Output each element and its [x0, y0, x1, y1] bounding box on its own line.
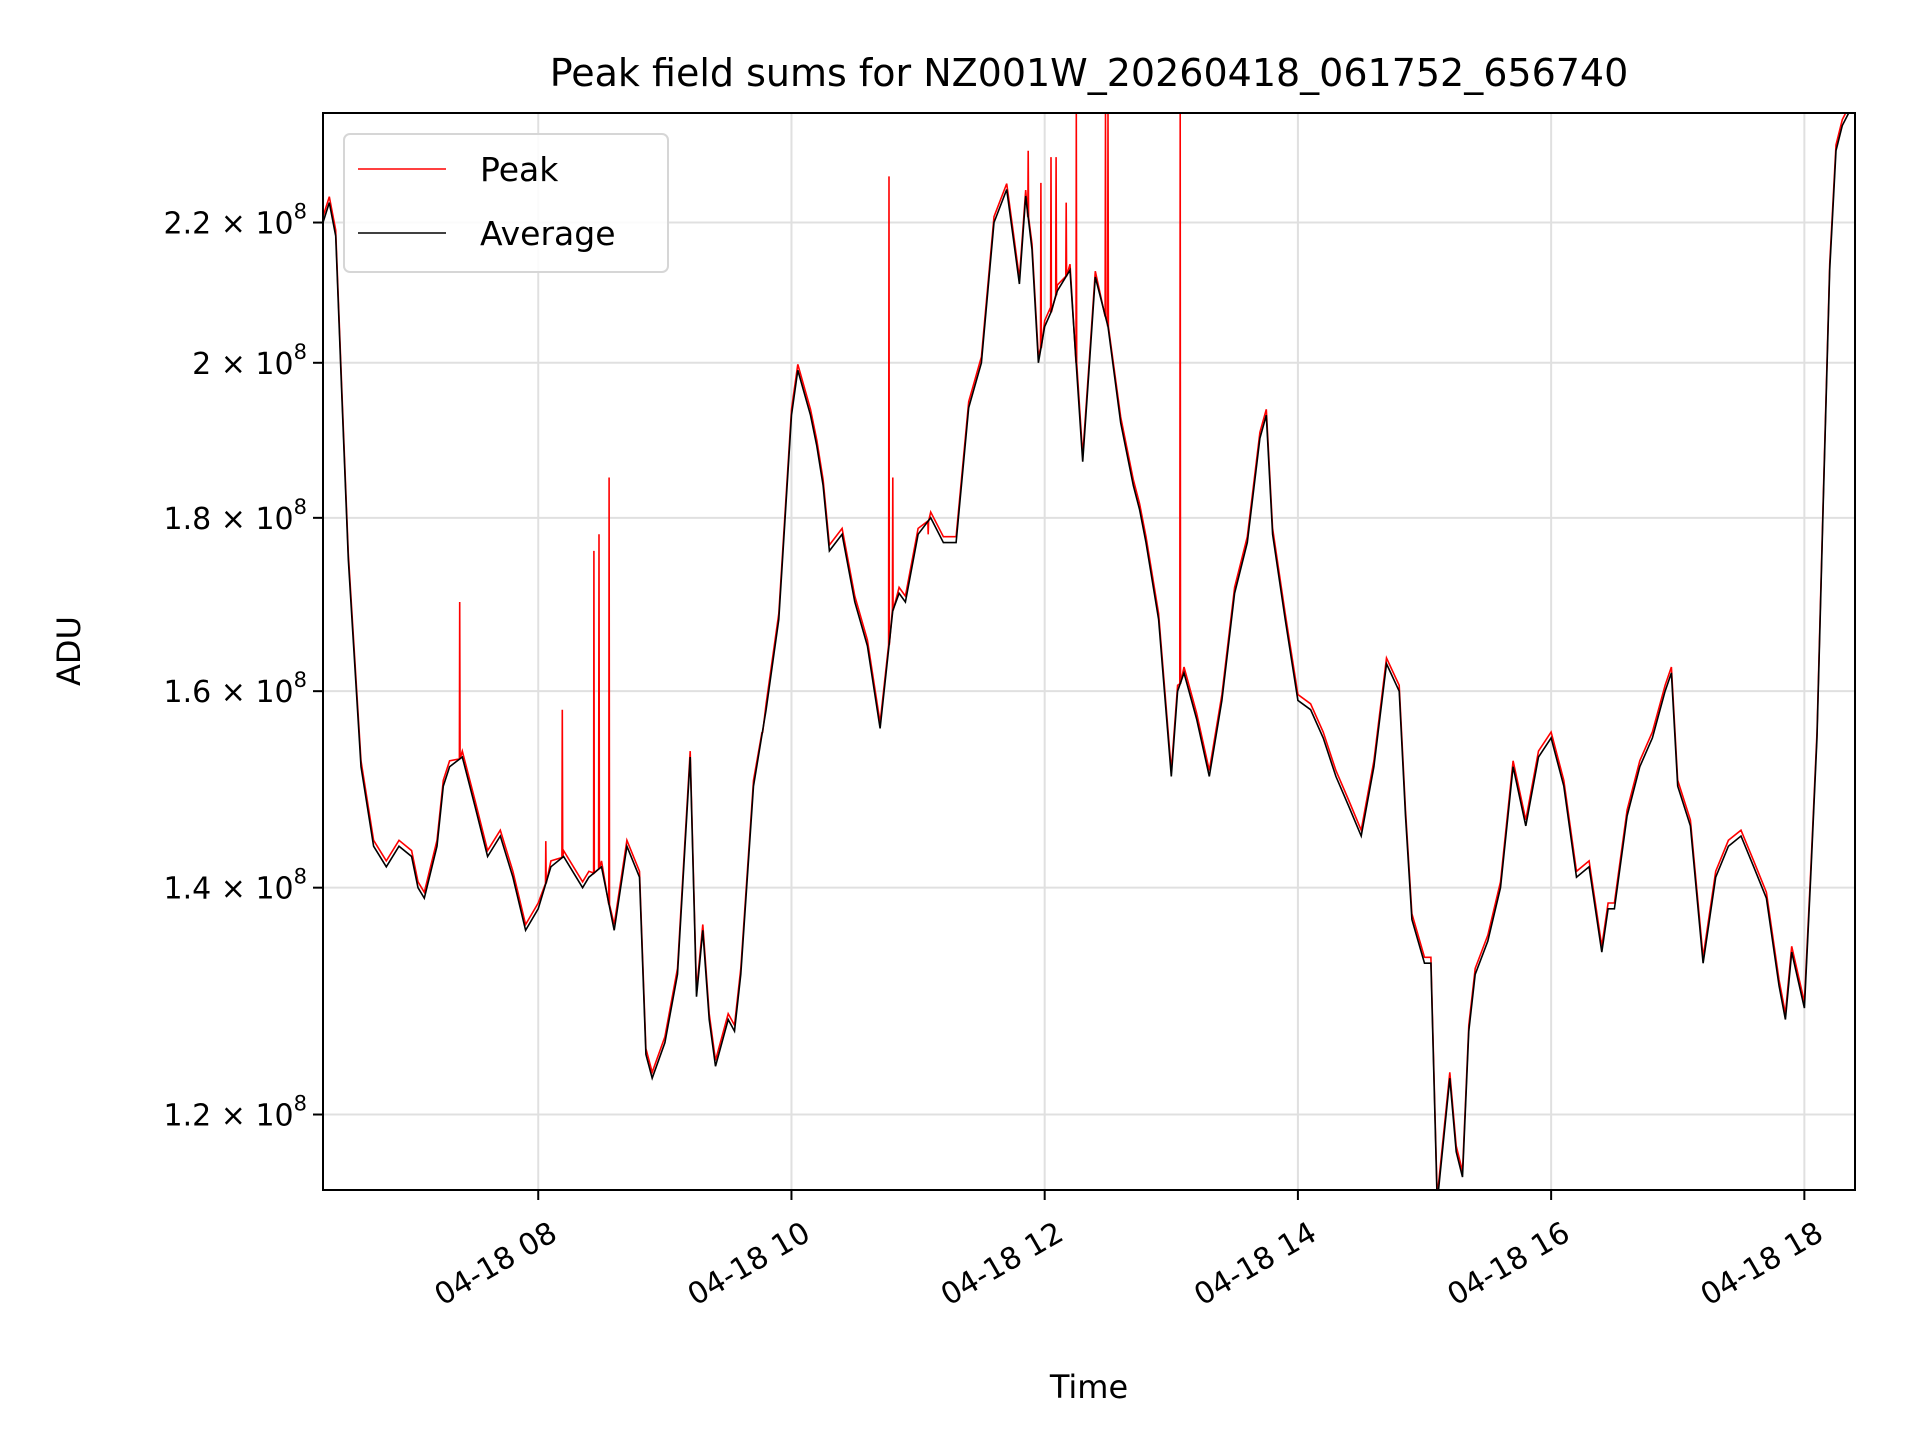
y-tick-label: 2.2 × 108 — [164, 200, 307, 242]
y-tick-label: 1.6 × 108 — [164, 668, 307, 710]
legend: Peak Average — [343, 133, 669, 273]
legend-label-peak: Peak — [480, 150, 559, 189]
y-tick-label: 1.2 × 108 — [164, 1092, 307, 1134]
y-axis-title: ADU — [50, 616, 88, 686]
chart-title: Peak field sums for NZ001W_20260418_0617… — [550, 51, 1629, 95]
y-tick-label: 2 × 108 — [192, 340, 307, 382]
legend-label-average: Average — [480, 214, 616, 253]
plot-frame — [322, 112, 1856, 1191]
y-tick-label: 1.8 × 108 — [164, 495, 307, 537]
plot-lines — [323, 113, 1855, 1190]
x-axis-title: Time — [1049, 1368, 1128, 1406]
series-line-average — [323, 113, 1855, 1190]
y-tick-label: 1.4 × 108 — [164, 865, 307, 907]
